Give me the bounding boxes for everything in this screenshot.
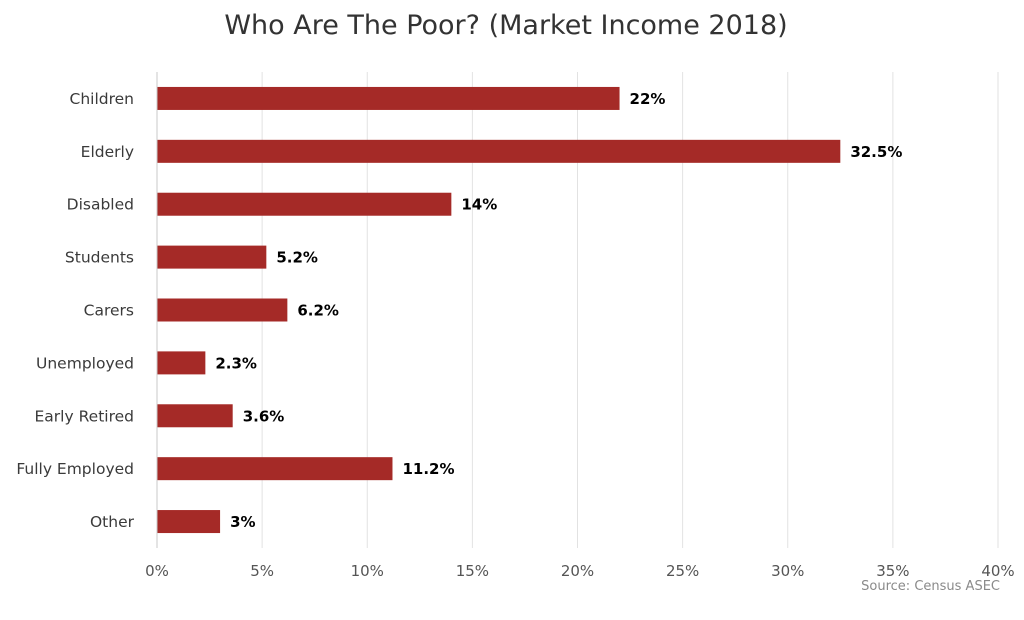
bar xyxy=(157,298,288,322)
bar xyxy=(157,139,841,163)
bar xyxy=(157,510,221,534)
category-label: Students xyxy=(65,249,134,267)
category-label: Elderly xyxy=(81,143,134,161)
category-label: Fully Employed xyxy=(16,460,134,478)
bar xyxy=(157,404,233,428)
bar xyxy=(157,351,206,375)
x-tick-label: 10% xyxy=(351,562,384,580)
data-label: 22% xyxy=(630,90,666,108)
data-label: 5.2% xyxy=(276,249,318,267)
chart-title: Who Are The Poor? (Market Income 2018) xyxy=(224,10,788,41)
category-label: Disabled xyxy=(67,196,134,214)
x-tick-label: 5% xyxy=(250,562,274,580)
data-label: 3.6% xyxy=(243,407,285,425)
category-label: Other xyxy=(90,513,135,531)
bar xyxy=(157,192,452,216)
category-label: Early Retired xyxy=(35,407,134,425)
x-tick-label: 0% xyxy=(145,562,169,580)
category-label: Unemployed xyxy=(36,354,134,372)
x-tick-label: 25% xyxy=(666,562,699,580)
data-label: 3% xyxy=(230,513,255,531)
data-label: 32.5% xyxy=(850,143,902,161)
data-label: 14% xyxy=(461,196,497,214)
bar xyxy=(157,86,620,110)
x-tick-label: 40% xyxy=(981,562,1014,580)
data-label: 2.3% xyxy=(215,354,257,372)
bars xyxy=(157,86,841,534)
bar xyxy=(157,245,267,269)
data-label: 11.2% xyxy=(402,460,454,478)
source-note: Source: Census ASEC xyxy=(861,579,1000,594)
x-tick-label: 35% xyxy=(876,562,909,580)
category-label: Carers xyxy=(84,302,134,320)
x-tick-label: 15% xyxy=(456,562,489,580)
category-label: Children xyxy=(70,90,135,108)
bar xyxy=(157,457,393,481)
x-tick-label: 30% xyxy=(771,562,804,580)
x-tick-label: 20% xyxy=(561,562,594,580)
labels: 0% 5% 10% 15% 20% 25% 30% 35% 40% Children 22% Elde… xyxy=(16,90,1014,580)
data-label: 6.2% xyxy=(297,302,339,320)
